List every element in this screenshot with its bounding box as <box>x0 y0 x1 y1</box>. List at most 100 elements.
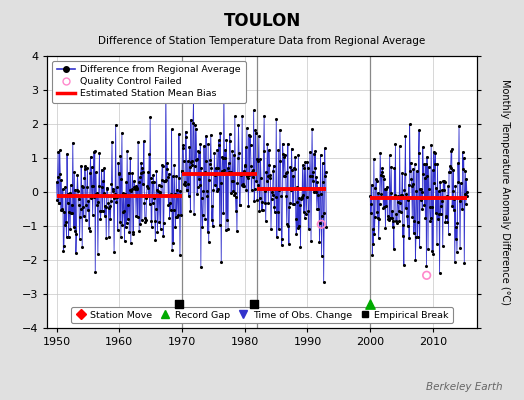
Point <box>103 185 112 192</box>
Point <box>193 191 201 197</box>
Point <box>278 140 287 147</box>
Point <box>255 208 264 214</box>
Point <box>96 208 104 214</box>
Point <box>130 178 138 184</box>
Point <box>305 184 314 191</box>
Point <box>433 241 441 248</box>
Point <box>52 178 61 185</box>
Point <box>416 243 424 250</box>
Point <box>160 178 168 184</box>
Point <box>373 178 381 184</box>
Point <box>141 215 149 221</box>
Point <box>214 165 222 171</box>
Point <box>145 192 153 199</box>
Point <box>295 195 303 201</box>
Point <box>136 174 144 180</box>
Point <box>234 154 242 161</box>
Point <box>69 139 77 146</box>
Point <box>274 147 282 153</box>
Point <box>377 172 385 178</box>
Point <box>223 217 231 224</box>
Point <box>282 193 290 200</box>
Point <box>173 192 182 198</box>
Point <box>426 218 434 224</box>
Point <box>185 144 193 150</box>
Point <box>446 165 455 172</box>
Point <box>437 203 445 209</box>
Point <box>375 216 384 222</box>
Point <box>410 218 419 224</box>
Point <box>60 209 69 216</box>
Point <box>400 262 408 268</box>
Point <box>249 107 258 114</box>
Point <box>211 172 220 178</box>
Point <box>430 148 438 155</box>
Point <box>450 196 458 202</box>
Point <box>129 231 138 238</box>
Point <box>408 214 417 221</box>
Point <box>224 226 232 232</box>
Point <box>453 220 462 226</box>
Point <box>112 122 120 128</box>
Point <box>220 80 228 87</box>
Point <box>157 226 165 232</box>
Point <box>419 144 427 150</box>
Point <box>368 252 377 258</box>
Point <box>298 162 307 168</box>
Point <box>454 160 462 166</box>
Point <box>137 159 146 166</box>
Point <box>256 155 265 162</box>
Point <box>385 217 394 223</box>
Point <box>260 112 268 119</box>
Point <box>230 152 238 158</box>
Point <box>385 215 393 222</box>
Point <box>314 192 322 198</box>
Point <box>85 228 94 234</box>
Point <box>231 113 239 120</box>
Point <box>227 178 236 184</box>
Point <box>89 212 97 218</box>
Point <box>226 169 235 175</box>
Point <box>293 225 302 232</box>
Point <box>459 165 467 172</box>
Point <box>203 229 212 235</box>
Point <box>279 173 288 180</box>
Point <box>369 240 378 247</box>
Point <box>71 228 79 234</box>
Point <box>289 201 298 208</box>
Point <box>458 206 466 213</box>
Point <box>456 245 464 251</box>
Point <box>72 250 80 256</box>
Point <box>396 143 404 149</box>
Point <box>232 193 241 200</box>
Point <box>180 179 189 185</box>
Point <box>438 186 446 193</box>
Point <box>108 188 117 194</box>
Point <box>392 210 401 217</box>
Point <box>191 122 199 128</box>
Point <box>131 186 139 192</box>
Point <box>370 156 378 162</box>
Point <box>432 210 440 217</box>
Point <box>257 175 265 181</box>
Point <box>196 141 204 147</box>
Point <box>291 216 300 223</box>
Point <box>118 130 126 136</box>
Point <box>318 253 326 260</box>
Point <box>418 189 426 196</box>
Point <box>400 186 409 193</box>
Point <box>168 173 177 180</box>
Point <box>57 177 66 184</box>
Point <box>115 170 124 176</box>
Point <box>390 165 399 171</box>
Point <box>264 200 272 206</box>
Point <box>227 190 235 196</box>
Point <box>395 218 403 224</box>
Point <box>249 174 257 180</box>
Point <box>134 139 143 145</box>
Point <box>312 189 320 196</box>
Point <box>212 165 220 171</box>
Point <box>376 201 384 207</box>
Point <box>194 176 203 182</box>
Point <box>184 181 192 187</box>
